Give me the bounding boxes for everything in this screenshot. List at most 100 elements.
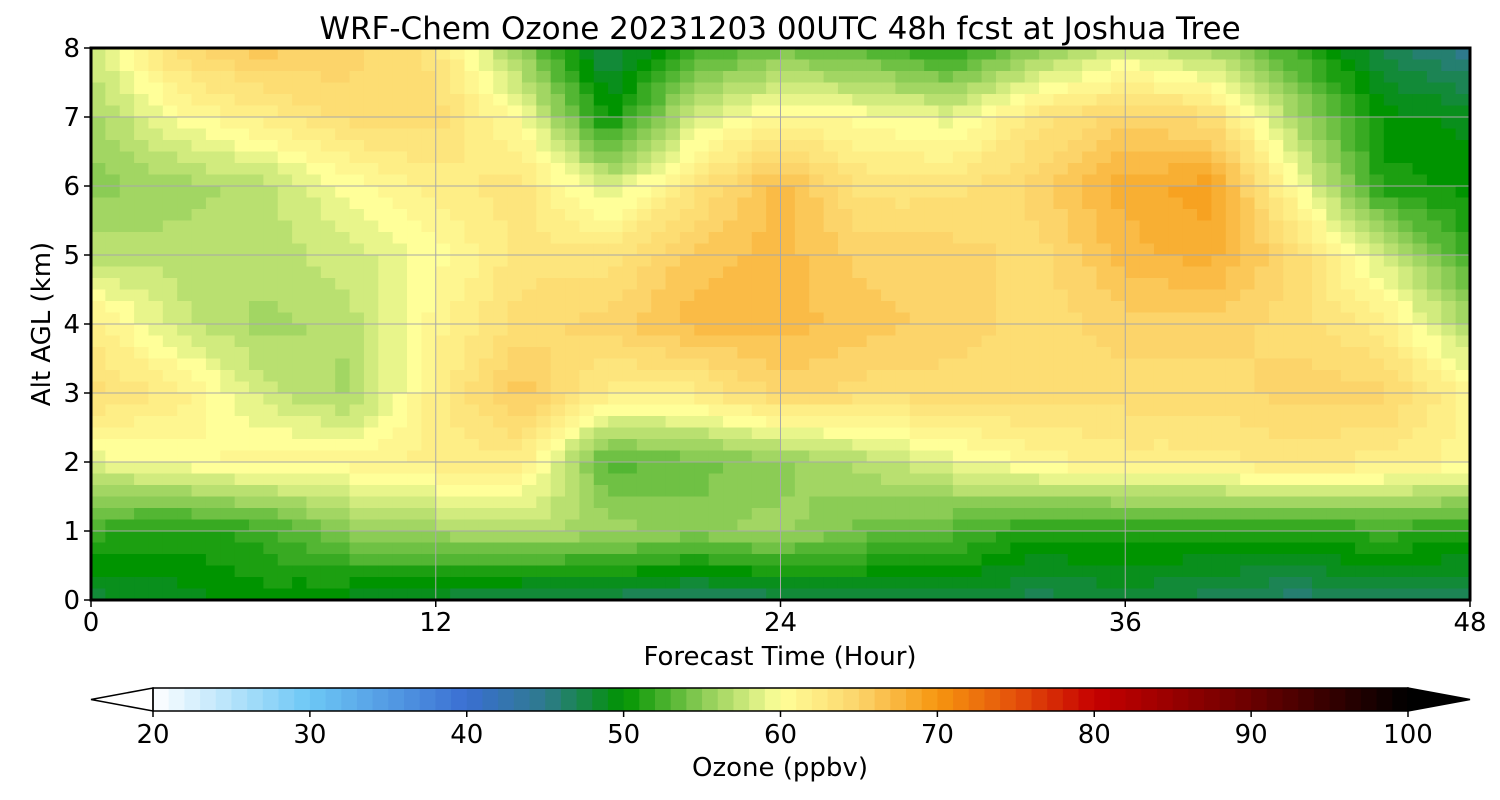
- heatmap-cell: [521, 59, 537, 72]
- heatmap-cell: [205, 163, 221, 176]
- heatmap-cell: [636, 117, 652, 130]
- heatmap-cell: [751, 266, 767, 279]
- heatmap-cell: [723, 243, 738, 256]
- heatmap-cell: [1197, 393, 1213, 406]
- heatmap-cell: [1211, 94, 1227, 107]
- heatmap-cell: [1311, 531, 1327, 544]
- heatmap-cell: [1398, 462, 1414, 475]
- heatmap-cell: [91, 335, 106, 348]
- heatmap-cell: [1010, 519, 1026, 532]
- heatmap-cell: [622, 370, 638, 383]
- heatmap-cell: [1096, 266, 1112, 279]
- heatmap-cell: [751, 174, 767, 187]
- heatmap-cell: [1096, 358, 1112, 371]
- heatmap-cell: [909, 519, 925, 532]
- heatmap-cell: [378, 59, 394, 72]
- heatmap-cell: [794, 117, 810, 130]
- heatmap-cell: [895, 358, 911, 371]
- heatmap-cell: [1398, 427, 1414, 440]
- heatmap-cell: [320, 335, 336, 348]
- heatmap-cell: [809, 324, 825, 337]
- heatmap-cell: [1153, 197, 1169, 210]
- heatmap-cell: [162, 404, 178, 417]
- heatmap-cell: [335, 243, 351, 256]
- heatmap-cell: [536, 358, 552, 371]
- heatmap-cell: [363, 289, 379, 302]
- heatmap-cell: [119, 94, 135, 107]
- heatmap-cell: [608, 197, 624, 210]
- heatmap-cell: [1369, 358, 1385, 371]
- heatmap-cell: [191, 554, 207, 567]
- colorbar-segment: [404, 688, 421, 711]
- heatmap-cell: [866, 243, 882, 256]
- heatmap-cell: [837, 370, 853, 383]
- heatmap-cell: [1326, 450, 1342, 463]
- heatmap-cell: [1211, 128, 1227, 141]
- heatmap-cell: [1311, 209, 1327, 222]
- heatmap-cell: [1153, 508, 1169, 521]
- heatmap-cell: [349, 335, 365, 348]
- heatmap-cell: [809, 370, 825, 383]
- heatmap-cell: [421, 128, 437, 141]
- heatmap-cell: [249, 186, 264, 199]
- heatmap-cell: [737, 393, 753, 406]
- heatmap-cell: [1197, 220, 1213, 233]
- heatmap-cell: [909, 404, 925, 417]
- heatmap-cell: [478, 71, 494, 84]
- heatmap-cell: [435, 186, 451, 199]
- heatmap-cell: [679, 174, 695, 187]
- heatmap-cell: [507, 519, 523, 532]
- heatmap-cell: [794, 404, 810, 417]
- heatmap-cell: [464, 381, 480, 394]
- heatmap-cell: [191, 82, 207, 95]
- heatmap-cell: [363, 82, 379, 95]
- heatmap-cell: [1311, 105, 1327, 118]
- heatmap-cell: [220, 485, 236, 498]
- heatmap-cell: [895, 128, 911, 141]
- heatmap-cell: [91, 508, 106, 521]
- heatmap-cell: [148, 404, 164, 417]
- heatmap-cell: [938, 255, 954, 268]
- heatmap-cell: [1412, 393, 1428, 406]
- heatmap-cell: [263, 554, 279, 567]
- heatmap-cell: [679, 416, 695, 429]
- heatmap-cell: [1311, 312, 1327, 325]
- heatmap-cell: [162, 496, 178, 509]
- heatmap-cell: [780, 485, 796, 498]
- heatmap-cell: [866, 220, 882, 233]
- heatmap-cell: [249, 301, 264, 314]
- heatmap-cell: [493, 128, 509, 141]
- heatmap-cell: [708, 266, 724, 279]
- heatmap-cell: [234, 404, 250, 417]
- heatmap-cell: [320, 71, 336, 84]
- heatmap-cell: [981, 59, 997, 72]
- heatmap-cell: [91, 427, 106, 440]
- colorbar-segment: [1360, 688, 1378, 711]
- heatmap-cell: [478, 450, 494, 463]
- heatmap-cell: [723, 255, 738, 268]
- heatmap-cell: [1340, 439, 1356, 452]
- heatmap-cell: [507, 381, 523, 394]
- heatmap-cell: [234, 393, 250, 406]
- heatmap-cell: [1426, 393, 1442, 406]
- heatmap-cell: [1096, 197, 1112, 210]
- heatmap-cell: [938, 71, 954, 84]
- heatmap-cell: [1283, 243, 1299, 256]
- heatmap-cell: [1355, 542, 1371, 555]
- heatmap-cell: [723, 439, 738, 452]
- heatmap-cell: [263, 163, 279, 176]
- heatmap-cell: [507, 105, 523, 118]
- heatmap-cell: [234, 347, 250, 360]
- heatmap-cell: [220, 243, 236, 256]
- heatmap-cell: [407, 427, 422, 440]
- heatmap-cell: [995, 59, 1011, 72]
- heatmap-cell: [636, 243, 652, 256]
- heatmap-cell: [1311, 232, 1327, 245]
- heatmap-cell: [421, 462, 437, 475]
- heatmap-cell: [320, 439, 336, 452]
- heatmap-cell: [737, 266, 753, 279]
- heatmap-cell: [464, 151, 480, 164]
- heatmap-cell: [320, 140, 336, 153]
- heatmap-cell: [593, 312, 609, 325]
- heatmap-cell: [723, 140, 738, 153]
